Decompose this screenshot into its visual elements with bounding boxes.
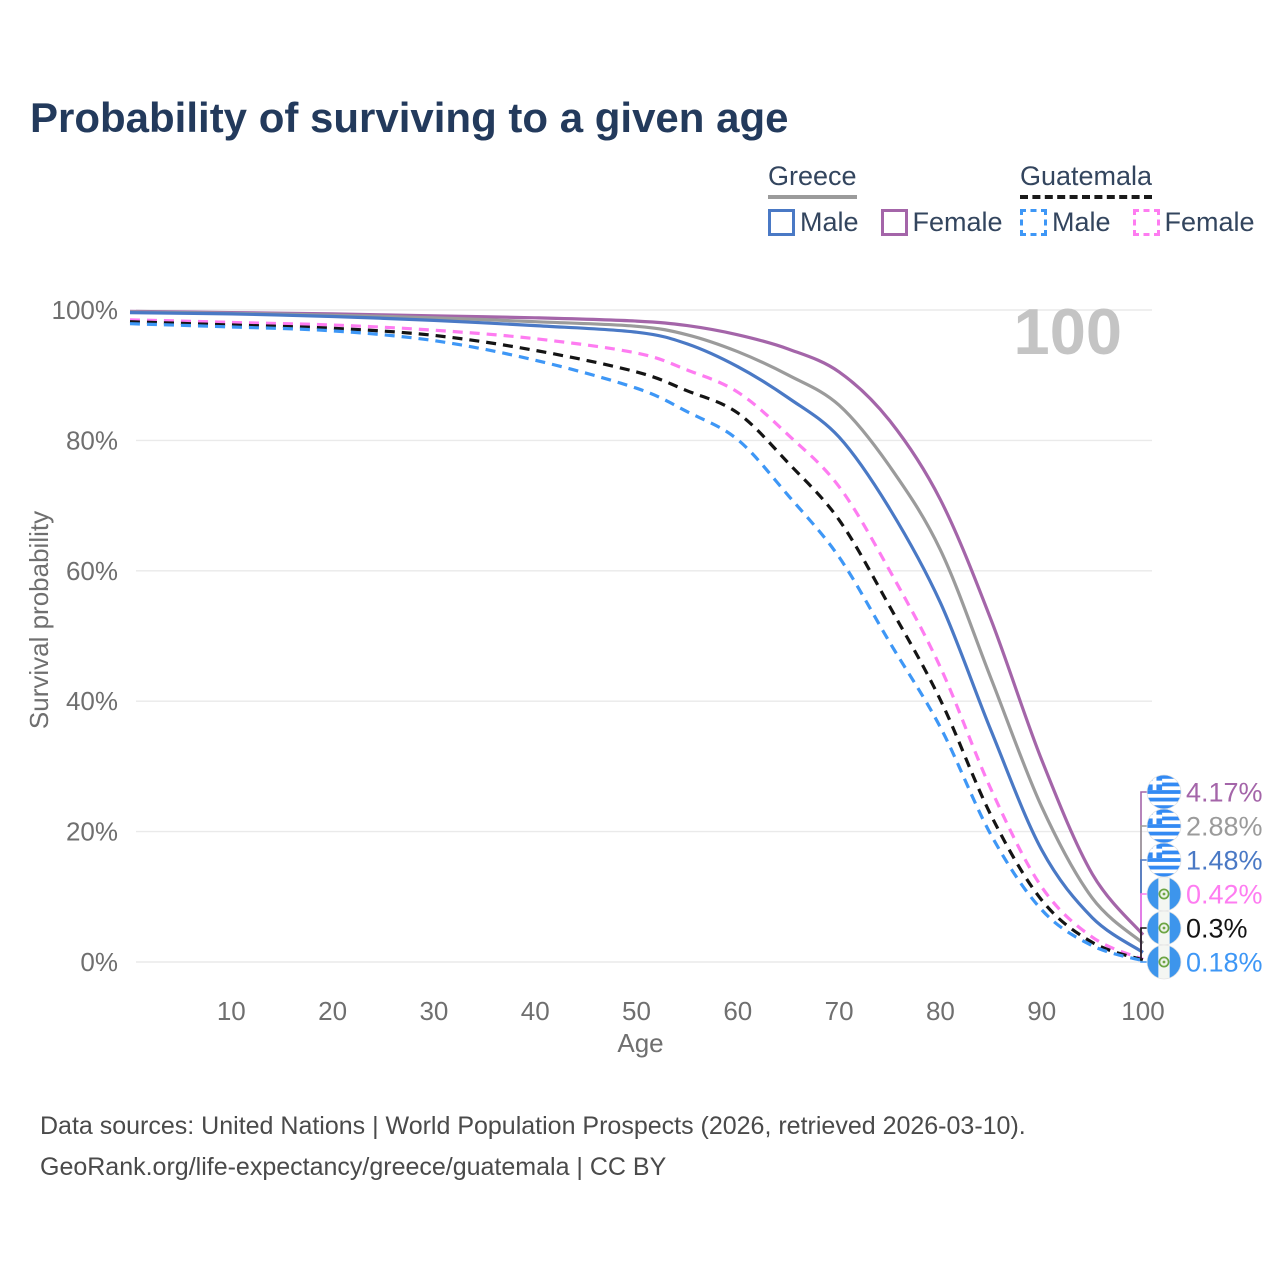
- legend-item-greece-female[interactable]: Female: [880, 207, 1003, 238]
- curve-guatemala-male: [129, 322, 1144, 963]
- guatemala-flag-icon: [1147, 911, 1181, 945]
- x-axis-title: Age: [617, 1028, 663, 1058]
- x-tick-label: 70: [825, 996, 854, 1026]
- page-title: Probability of surviving to a given age: [30, 94, 789, 141]
- guatemala-female-swatch-icon: [1132, 209, 1160, 236]
- greece-flag-icon: [1147, 843, 1181, 877]
- curve-greece-male: [129, 311, 1144, 954]
- end-connector-guatemala-total: [1140, 927, 1148, 960]
- legend-item-guatemala-female[interactable]: Female: [1132, 207, 1255, 238]
- legend-item-greece-male[interactable]: Male: [768, 207, 859, 238]
- curve-guatemala-total: [129, 320, 1144, 962]
- greece-male-swatch-icon: [768, 209, 795, 236]
- end-connector-greece-male: [1140, 859, 1148, 953]
- x-tick-label: 40: [521, 996, 550, 1026]
- y-axis-title: Survival probability: [24, 511, 54, 729]
- y-tick-label: 0%: [80, 947, 118, 977]
- guatemala-flag-icon: [1147, 877, 1181, 911]
- x-tick-label: 90: [1027, 996, 1056, 1026]
- curve-greece-total: [129, 310, 1145, 945]
- legend-label: Male: [1052, 207, 1111, 237]
- x-tick-label: 50: [622, 996, 651, 1026]
- greece-female-swatch-icon: [880, 209, 908, 236]
- end-value-label-guatemala-female: 0.42%: [1186, 880, 1263, 910]
- guatemala-male-swatch-icon: [1020, 209, 1047, 236]
- x-tick-label: 80: [926, 996, 955, 1026]
- data-source-footer: Data sources: United Nations | World Pop…: [40, 1106, 1026, 1188]
- legend-country-greece[interactable]: Greece: [768, 161, 857, 199]
- legend-label: Female: [912, 207, 1003, 237]
- legend-label: Male: [800, 207, 859, 237]
- footer-line-2: GeoRank.org/life-expectancy/greece/guate…: [40, 1153, 667, 1181]
- footer-line-1: Data sources: United Nations | World Pop…: [40, 1112, 1026, 1140]
- curve-greece-female: [129, 309, 1145, 936]
- end-value-label-guatemala-total: 0.3%: [1186, 914, 1248, 944]
- x-tick-label: 10: [217, 996, 246, 1026]
- legend-item-guatemala-male[interactable]: Male: [1020, 207, 1111, 238]
- curve-guatemala-female: [129, 318, 1144, 961]
- greece-flag-icon: [1147, 775, 1181, 809]
- y-tick-label: 80%: [66, 425, 118, 455]
- end-value-label-greece-female: 4.17%: [1186, 778, 1263, 808]
- y-tick-label: 40%: [66, 686, 118, 716]
- y-tick-label: 20%: [66, 817, 118, 847]
- legend-group-greece: Greece Male Female: [768, 161, 1003, 238]
- y-tick-label: 60%: [66, 556, 118, 586]
- end-connector-guatemala-male: [1140, 960, 1148, 963]
- legend-label: Female: [1164, 207, 1255, 237]
- end-value-label-guatemala-male: 0.18%: [1186, 948, 1263, 978]
- age-watermark: 100: [1013, 295, 1122, 368]
- greece-flag-icon: [1147, 809, 1181, 843]
- end-value-label-greece-male: 1.48%: [1186, 846, 1263, 876]
- x-tick-label: 60: [723, 996, 752, 1026]
- end-value-label-greece-total: 2.88%: [1186, 812, 1263, 842]
- guatemala-flag-icon: [1147, 945, 1181, 979]
- x-tick-label: 20: [318, 996, 347, 1026]
- y-tick-label: 100%: [52, 295, 119, 325]
- x-tick-label: 100: [1121, 996, 1164, 1026]
- legend-country-guatemala[interactable]: Guatemala: [1020, 161, 1153, 199]
- x-tick-label: 30: [419, 996, 448, 1026]
- legend-group-guatemala: Guatemala Male Female: [1020, 161, 1255, 238]
